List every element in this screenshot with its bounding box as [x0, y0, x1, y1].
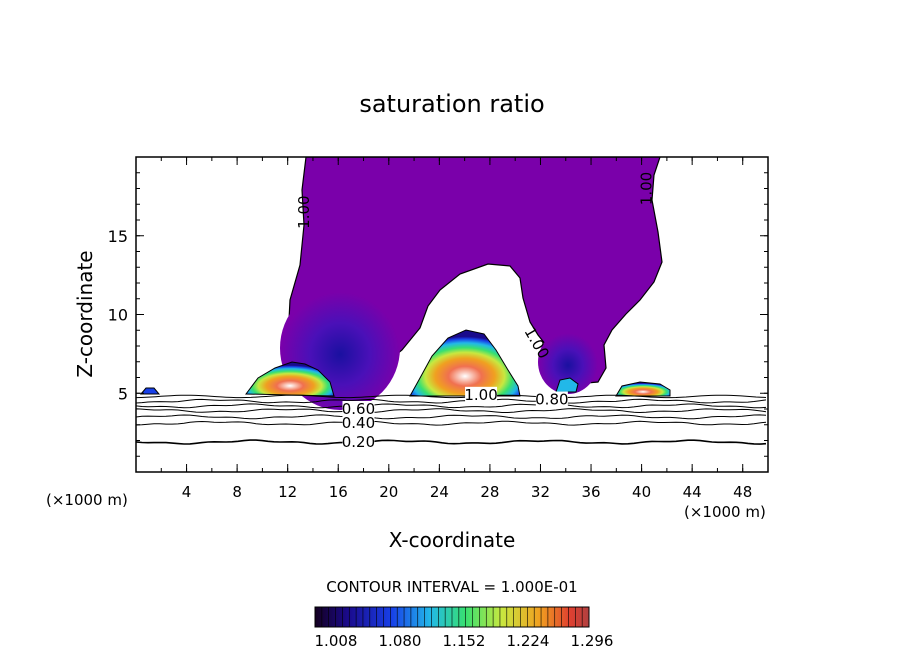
x-unit-left: (×1000 m) — [46, 491, 128, 509]
contour-interval: CONTOUR INTERVAL = 1.000E-01 — [326, 578, 577, 596]
contour-label: 1.00 — [638, 172, 656, 205]
contour-line — [136, 403, 767, 409]
y-tick-label: 10 — [108, 306, 128, 325]
contour-line — [136, 439, 767, 445]
x-tick-label: 24 — [430, 483, 449, 501]
x-axis: 4 8 12 16 20 24 28 32 36 40 44 48 — [135, 157, 769, 501]
y-axis: 5 10 15 — [108, 172, 768, 457]
colorbar-label: 1.152 — [443, 632, 486, 650]
core-small-left — [139, 387, 161, 395]
core-left — [245, 361, 335, 397]
contour-label: 1.00 — [295, 195, 313, 228]
core-right — [615, 381, 671, 397]
core-tiny — [555, 377, 579, 393]
contour-line — [136, 414, 767, 420]
x-tick-label: 40 — [632, 483, 651, 501]
contour-label: 0.40 — [342, 414, 375, 432]
contour-label: 0.60 — [342, 400, 375, 418]
y-tick-label: 15 — [108, 227, 128, 246]
x-tick-label: 20 — [379, 483, 398, 501]
contour-line — [136, 398, 767, 404]
x-tick-label: 36 — [581, 483, 600, 501]
x-tick-label: 16 — [329, 483, 348, 501]
x-tick-label: 4 — [182, 483, 192, 501]
contour-label-bg — [465, 386, 498, 403]
colorbar-label: 1.080 — [379, 632, 422, 650]
contour-line — [136, 420, 767, 426]
contour-fields — [136, 157, 767, 445]
x-tick-label: 28 — [480, 483, 499, 501]
contour-label-bg — [342, 434, 375, 451]
colorbar-divisions — [321, 607, 583, 627]
chart-title: saturation ratio — [359, 90, 544, 118]
colorbar-label: 1.008 — [315, 632, 358, 650]
contour-label-bg — [342, 401, 375, 417]
blue-core-right — [538, 330, 598, 394]
x-tick-label: 44 — [683, 483, 702, 501]
colorbar-label: 1.224 — [507, 632, 550, 650]
x-axis-label: X-coordinate — [389, 528, 516, 552]
contour-label-bg — [342, 415, 375, 432]
x-unit-right: (×1000 m) — [684, 503, 766, 521]
contour-labels: 1.001.001.001.00 0.800.600.400.20 — [295, 172, 656, 451]
contour-label: 1.00 — [464, 386, 497, 404]
x-tick-label: 32 — [531, 483, 550, 501]
y-axis-label: Z-coordinate — [73, 250, 97, 377]
x-tick-label: 48 — [733, 483, 752, 501]
contour-line — [136, 408, 767, 414]
x-tick-label: 8 — [232, 483, 242, 501]
contour-label-bg — [535, 391, 568, 408]
colorbar-labels: 1.008 1.080 1.152 1.224 1.296 — [315, 632, 614, 650]
y-tick-label: 5 — [118, 384, 128, 403]
contour-label: 0.20 — [342, 433, 375, 451]
contour-line-upper — [136, 394, 767, 399]
background-contours — [136, 394, 767, 445]
contour-label: 0.80 — [535, 391, 568, 409]
colorbar-label: 1.296 — [571, 632, 614, 650]
core-middle — [409, 329, 521, 397]
x-tick-label: 12 — [278, 483, 297, 501]
